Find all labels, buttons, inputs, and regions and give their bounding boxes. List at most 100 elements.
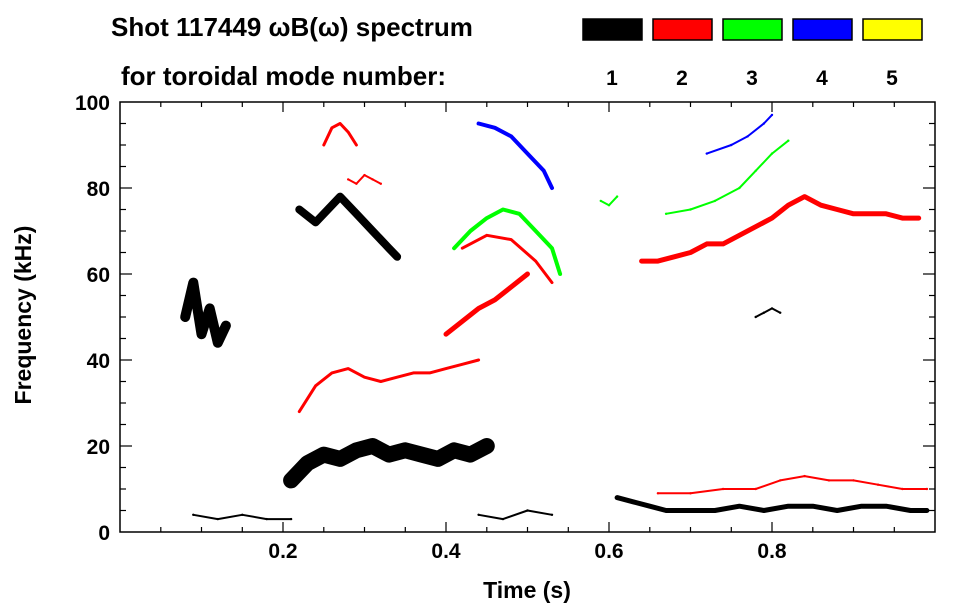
plot-frame <box>119 101 936 533</box>
series-n2-trace-6 <box>639 194 922 264</box>
series-n1-point <box>241 513 244 516</box>
series-n2-point <box>770 216 774 220</box>
series-n2-point <box>884 212 888 215</box>
series-n1-point <box>298 208 301 211</box>
series-n2-point <box>395 376 399 379</box>
series-n2-point <box>314 384 317 387</box>
series-n4-point <box>770 113 774 117</box>
series-n2-point <box>721 487 725 491</box>
y-tick-label: 60 <box>87 264 110 287</box>
series-n1-trace-6 <box>477 509 553 521</box>
title-line-1: Shot 117449 ωB(ω) spectrum <box>111 12 473 42</box>
series-n2-point <box>371 178 374 181</box>
series-n1-point <box>909 509 912 512</box>
series-n2-point <box>338 122 342 125</box>
series-n2-point <box>550 281 554 284</box>
series-n2-point <box>738 234 741 237</box>
series-n1-point <box>469 453 472 456</box>
series-n1-point <box>779 311 782 314</box>
legend-swatch-2 <box>652 18 713 41</box>
series-n2-point <box>355 182 358 185</box>
series-n3-point <box>607 204 611 207</box>
series-n2-point <box>534 259 537 263</box>
legend-entry-2: 2 <box>652 18 713 90</box>
series-n2-point <box>787 204 790 207</box>
series-n2 <box>297 122 929 495</box>
series-n1-point <box>200 333 203 336</box>
series-n1 <box>180 192 930 521</box>
series-n2-point <box>330 371 334 375</box>
y-tick-label: 80 <box>87 178 110 201</box>
x-tick-label: 0.4 <box>431 540 461 563</box>
y-tick-label: 20 <box>87 436 110 459</box>
series-n1-point <box>330 204 334 207</box>
series-n1-point <box>632 500 635 504</box>
legend-label-4: 4 <box>816 67 828 90</box>
series-n3-point <box>550 247 554 250</box>
legend-swatch-3 <box>722 18 783 41</box>
series-n3-point <box>770 152 774 155</box>
series-n2-point <box>917 216 920 220</box>
series-n1-point <box>404 449 407 452</box>
series-n1-point <box>224 324 228 327</box>
y-axis-label: Frequency (kHz) <box>10 226 36 405</box>
series-n2-point <box>705 242 708 246</box>
series-n2-point <box>640 259 643 263</box>
series-n3-trace-3 <box>599 195 619 207</box>
series-n2-point <box>510 285 513 289</box>
series-n1-point <box>216 517 219 521</box>
series-n4 <box>476 113 774 190</box>
series-n1-trace-3 <box>295 192 402 261</box>
series-n2-point <box>412 371 415 375</box>
series-n1-point <box>713 509 717 512</box>
series-n1-point <box>208 307 211 310</box>
series-n2-trace-1 <box>297 358 481 414</box>
series-n2-point <box>347 367 350 370</box>
series-n2-point <box>363 376 366 379</box>
series-n3-point <box>599 199 602 203</box>
x-tick-label: 0.6 <box>594 540 623 563</box>
series-n2-point <box>901 487 904 491</box>
series-n1-point <box>664 509 668 512</box>
series-n1-point <box>395 255 399 258</box>
y-tick-label: 100 <box>75 92 110 115</box>
series-n2-point <box>901 216 904 220</box>
series-n1-point <box>338 457 342 461</box>
legend-swatch-5 <box>862 18 923 41</box>
series-n2-point <box>461 247 464 250</box>
series-n2-point <box>347 130 350 134</box>
series-n2-point <box>477 358 480 362</box>
series-n4-point <box>730 143 733 147</box>
data-layer <box>180 113 930 521</box>
x-tick-label: 0.8 <box>757 540 787 563</box>
legend-entry-5: 5 <box>862 18 923 90</box>
series-n2-point <box>852 479 855 482</box>
series-n1-point <box>192 513 195 516</box>
series-n1-point <box>860 505 863 508</box>
series-n3-point <box>738 186 741 190</box>
legend-label-3: 3 <box>746 67 758 90</box>
series-n1-point <box>387 453 391 456</box>
series-n1-point <box>925 509 929 512</box>
series-n2-trace-4 <box>322 122 358 147</box>
series-n1-point <box>648 505 651 508</box>
series-n2-point <box>510 238 513 241</box>
series-n2-point <box>852 212 855 215</box>
series-n2-point <box>363 173 366 177</box>
series-n1-point <box>501 517 505 521</box>
series-n2-point <box>526 272 529 276</box>
series-n3-point <box>713 199 717 203</box>
series-n1-point <box>436 457 440 461</box>
y-tick-label: 0 <box>98 522 110 545</box>
y-tick-label: 40 <box>87 350 110 373</box>
series-n1-point <box>485 444 488 448</box>
series-n1-point <box>884 505 888 508</box>
series-n2-point <box>721 242 725 246</box>
series-n2-point <box>330 126 334 129</box>
series-n4-point <box>550 186 554 190</box>
series-n2-trace-7 <box>656 475 928 495</box>
series-n3-point <box>558 272 562 276</box>
series-n1-point <box>387 247 391 250</box>
series-n2-point <box>827 479 831 482</box>
series-n2-point <box>355 143 358 147</box>
